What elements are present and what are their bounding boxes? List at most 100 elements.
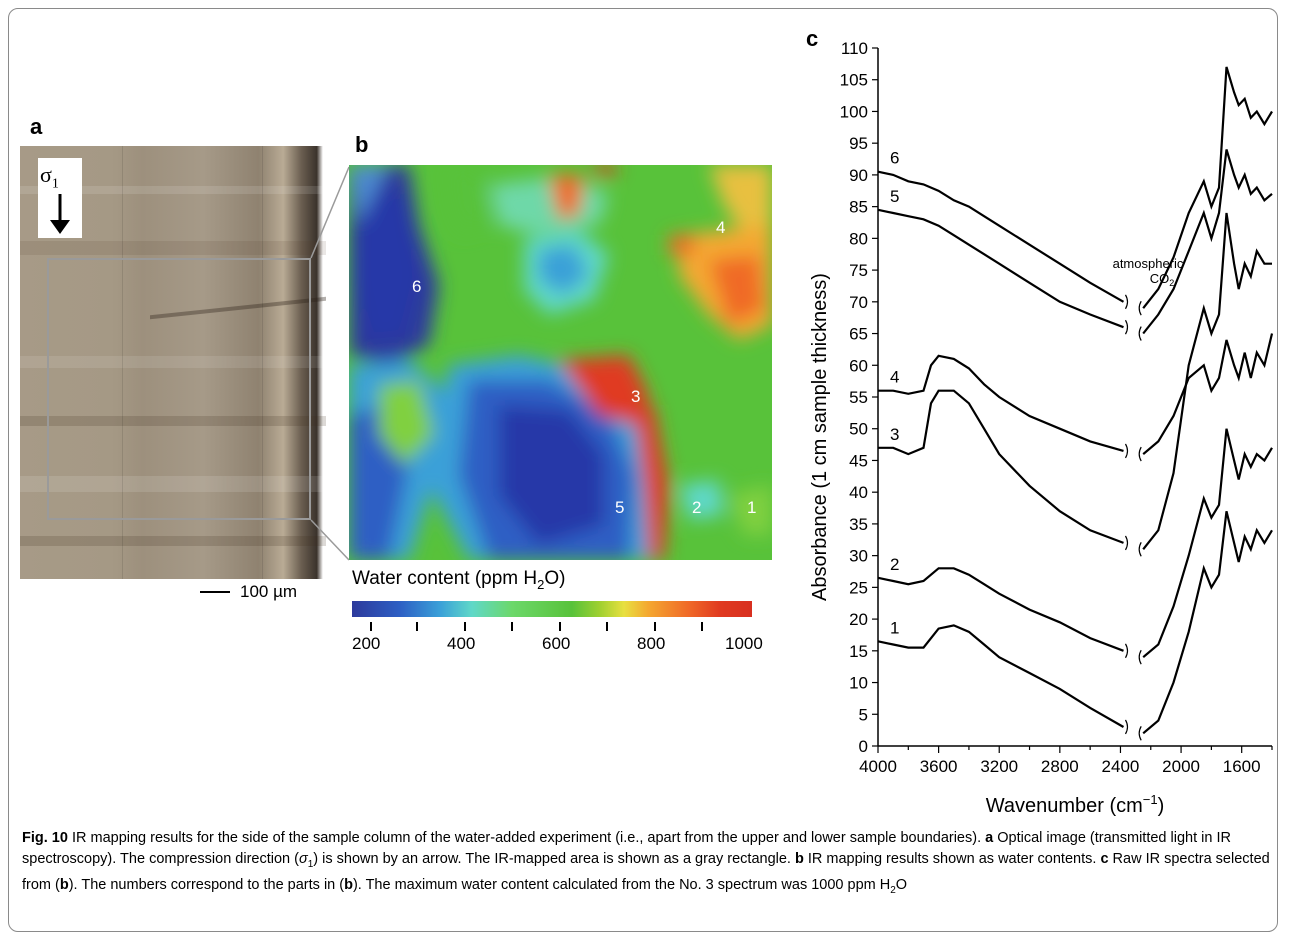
scale-bar [200, 591, 230, 593]
series-6-line [877, 66, 1273, 316]
annotation-co2: CO2 [1150, 271, 1175, 288]
scale-label: 100 µm [240, 582, 298, 601]
colorbar-minor-tick [654, 622, 656, 631]
y-tick-label: 35 [849, 515, 868, 534]
series-break-mark [1124, 319, 1129, 335]
x-tick-label: 4000 [859, 757, 897, 776]
y-tick-label: 95 [849, 134, 868, 153]
sigma-annotation: σ1 [38, 158, 82, 238]
y-tick-label: 75 [849, 261, 868, 280]
series-2-label: 2 [890, 555, 899, 574]
series-4-segment-high [878, 354, 1124, 452]
series-break-mark [1138, 326, 1142, 341]
y-tick-label: 10 [849, 674, 868, 693]
series-2-segment-low [1142, 428, 1273, 659]
sigma-symbol: σ [40, 162, 52, 187]
series-4-label: 4 [890, 368, 899, 387]
chart-series [877, 66, 1274, 741]
y-tick-label: 20 [849, 610, 868, 629]
series-break-mark [1124, 294, 1129, 310]
series-3-segment-low [1142, 212, 1272, 550]
y-tick-label: 80 [849, 229, 868, 248]
series-1-segment-high [877, 624, 1125, 728]
area-label-3: 3 [631, 387, 641, 406]
series-break-mark [1124, 535, 1129, 551]
series-1-line [877, 510, 1273, 741]
sigma-subscript: 1 [51, 176, 59, 192]
y-tick-label: 70 [849, 293, 868, 312]
y-tick-label: 110 [841, 39, 868, 58]
down-arrow-icon [50, 194, 70, 234]
x-tick-label: 3600 [920, 757, 958, 776]
colorbar-label-600: 600 [542, 634, 571, 653]
colorbar-label-200: 200 [352, 634, 381, 653]
water-content-map: 1 2 3 4 5 6 [349, 165, 772, 560]
caption-figure-number: Fig. 10 [22, 830, 68, 846]
series-2-segment-high [877, 567, 1124, 652]
mapped-area-rectangle [47, 258, 311, 520]
x-tick-label: 2800 [1041, 757, 1079, 776]
colorbar-minor-tick [464, 622, 466, 631]
colorbar-label-800: 800 [637, 634, 666, 653]
series-break-mark [1138, 541, 1142, 557]
series-3-label: 3 [890, 425, 899, 444]
area-label-6: 6 [412, 277, 422, 296]
series-break-mark [1138, 726, 1142, 741]
colorbar-minor-tick [370, 622, 372, 631]
y-tick-label: 65 [849, 325, 868, 344]
y-axis-label: Absorbance (1 cm sample thickness) [809, 273, 831, 601]
series-5-line [877, 149, 1273, 341]
series-2-line [877, 428, 1273, 665]
x-axis-label: Wavenumber (cm−1) [986, 792, 1165, 817]
panel-c-label: c [806, 26, 819, 51]
y-tick-label: 105 [840, 71, 868, 90]
y-tick-label: 40 [849, 483, 868, 502]
series-4-segment-low [1142, 333, 1274, 455]
colorbar-label-400: 400 [447, 634, 476, 653]
series-break-mark [1138, 300, 1142, 316]
y-tick-label: 45 [849, 451, 868, 470]
y-tick-label: 50 [849, 420, 868, 439]
area-label-5: 5 [615, 498, 625, 517]
colorbar-label-1000: 1000 [725, 634, 763, 653]
series-5-segment-low [1142, 149, 1273, 335]
x-tick-label: 3200 [980, 757, 1018, 776]
series-3-line [878, 212, 1272, 557]
panel-b-label: b [355, 132, 369, 157]
colorbar-minor-tick [416, 622, 418, 631]
y-tick-label: 100 [840, 102, 868, 121]
y-tick-label: 25 [849, 578, 868, 597]
y-tick-label: 60 [849, 356, 868, 375]
area-label-1: 1 [747, 498, 757, 517]
series-6-segment-low [1142, 66, 1273, 309]
y-tick-label: 30 [849, 547, 868, 566]
y-tick-label: 85 [849, 198, 868, 217]
series-1-segment-low [1142, 510, 1273, 735]
figure-caption: Fig. 10 IR mapping results for the side … [22, 830, 1270, 896]
series-5-label: 5 [890, 187, 899, 206]
y-tick-label: 15 [849, 642, 868, 661]
chart-axes: 0 5 10 15 20 25 30 35 40 45 50 55 60 65 70 75 80 85 90 95 10… [809, 39, 1273, 817]
area-label-2: 2 [692, 498, 702, 517]
colorbar [352, 601, 752, 617]
panel-a-label: a [30, 114, 43, 139]
series-break-mark [1138, 649, 1142, 665]
series-break-mark [1138, 446, 1142, 462]
y-tick-label: 90 [849, 166, 868, 185]
colorbar-title: Water content (ppm H2O) [352, 568, 566, 592]
y-tick-label: 55 [849, 388, 868, 407]
series-5-segment-high [877, 208, 1124, 329]
series-break-mark [1124, 643, 1129, 659]
series-6-label: 6 [890, 149, 899, 168]
annotation-atmospheric: atmospheric [1113, 256, 1184, 271]
series-3-segment-high [878, 389, 1124, 544]
x-tick-label: 1600 [1223, 757, 1261, 776]
x-tick-label: 2400 [1102, 757, 1140, 776]
series-4-line [878, 333, 1274, 462]
y-tick-label: 0 [859, 737, 868, 756]
series-break-mark [1124, 719, 1129, 735]
area-label-4: 4 [716, 218, 726, 237]
